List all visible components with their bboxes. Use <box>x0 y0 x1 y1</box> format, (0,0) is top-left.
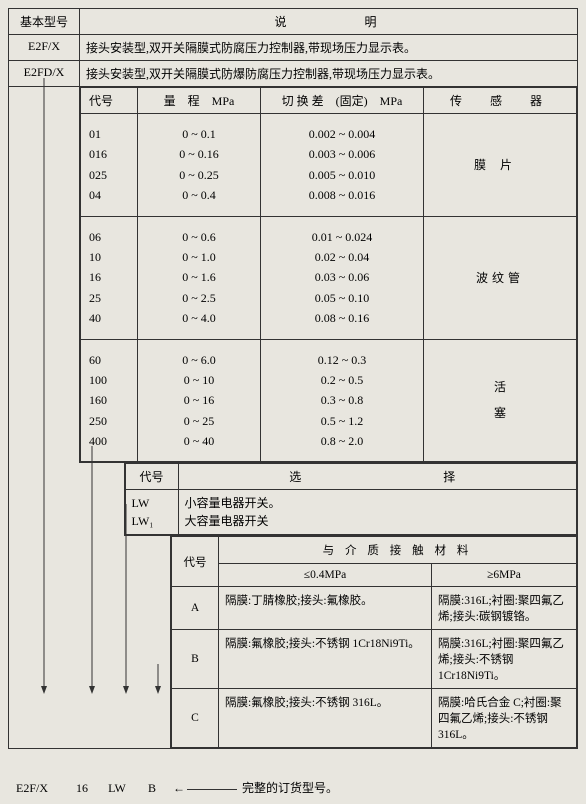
stub-left-2b <box>80 463 125 536</box>
g0-ranges: 0 ~ 0.1 0 ~ 0.16 0 ~ 0.25 0 ~ 0.4 <box>138 114 261 217</box>
model-code-0: E2F/X <box>9 35 80 61</box>
model-desc-0: 接头安装型,双开关隔膜式防腐压力控制器,带现场压力显示表。 <box>80 35 578 61</box>
model-code-1: E2FD/X <box>9 61 80 87</box>
mat-col-high: ≥6MPa <box>432 564 577 587</box>
g2-ranges: 0 ~ 6.0 0 ~ 10 0 ~ 16 0 ~ 25 0 ~ 40 <box>138 339 261 462</box>
mat-b-high: 隔膜:316L;衬圈:聚四氟乙烯;接头:不锈钢 1Cr18Ni9Ti。 <box>432 630 577 689</box>
mat-a-low: 隔膜:丁腈橡胶;接头:氟橡胶。 <box>219 587 432 630</box>
select-descs: 小容量电器开关。 大容量电器开关 <box>178 490 577 535</box>
mat-c-high: 隔膜:哈氏合金 C;衬圈:聚四氟乙烯;接头:不锈钢 316L。 <box>432 689 577 748</box>
stub-left-3 <box>9 536 80 749</box>
footer-note: 完整的订货型号。 <box>242 781 338 795</box>
spec-hdr-diff: 切 换 差 (固定) MPa <box>261 88 424 114</box>
stub-left-2 <box>9 463 80 536</box>
mat-b-low: 隔膜:氟橡胶;接头:不锈钢 1Cr18Ni9Ti。 <box>219 630 432 689</box>
g0-codes: 01 016 025 04 <box>81 114 138 217</box>
stub-left-3b <box>80 536 125 749</box>
select-codes: LW LW₁ <box>125 490 178 535</box>
material-table: 代号 与 介 质 接 触 材 料 ≤0.4MPa ≥6MPa A 隔膜:丁腈橡胶… <box>171 536 577 748</box>
select-table: 代号 选 择 LW LW₁ 小容量电器开关。 大容量电器开关 <box>125 463 578 535</box>
mat-hdr-label: 与 介 质 接 触 材 料 <box>219 537 577 564</box>
spec-hdr-code: 代号 <box>81 88 138 114</box>
main-table: 基本型号 说 明 E2F/X 接头安装型,双开关隔膜式防腐压力控制器,带现场压力… <box>8 8 578 749</box>
mat-b-code: B <box>172 630 219 689</box>
mat-c-low: 隔膜:氟橡胶;接头:不锈钢 316L。 <box>219 689 432 748</box>
mat-col-low: ≤0.4MPa <box>219 564 432 587</box>
spec-table: 代号 量 程 MPa 切 换 差 (固定) MPa 传 感 器 01 016 0… <box>80 87 577 462</box>
footer-arrow-icon: ← <box>170 781 188 796</box>
mat-a-high: 隔膜:316L;衬圈:聚四氟乙烯;接头:碳钢镀铬。 <box>432 587 577 630</box>
mat-a-code: A <box>172 587 219 630</box>
footer-part-1: 16 <box>67 781 97 796</box>
mat-c-code: C <box>172 689 219 748</box>
g1-ranges: 0 ~ 0.6 0 ~ 1.0 0 ~ 1.6 0 ~ 2.5 0 ~ 4.0 <box>138 216 261 339</box>
g2-diffs: 0.12 ~ 0.3 0.2 ~ 0.5 0.3 ~ 0.8 0.5 ~ 1.2… <box>261 339 424 462</box>
spec-hdr-sensor: 传 感 器 <box>424 88 577 114</box>
stub-left-3c <box>124 536 171 749</box>
g1-diffs: 0.01 ~ 0.024 0.02 ~ 0.04 0.03 ~ 0.06 0.0… <box>261 216 424 339</box>
footer-part-0: E2F/X <box>16 781 64 796</box>
stub-left-1 <box>9 87 80 463</box>
select-hdr-label: 选 择 <box>178 464 577 490</box>
g2-sensor: 活 塞 <box>424 339 577 462</box>
select-hdr-code: 代号 <box>125 464 178 490</box>
header-desc: 说 明 <box>80 9 578 35</box>
g0-sensor: 膜片 <box>424 114 577 217</box>
g2-codes: 60 100 160 250 400 <box>81 339 138 462</box>
spec-hdr-range: 量 程 MPa <box>138 88 261 114</box>
g1-sensor: 波纹管 <box>424 216 577 339</box>
footer-part-3: B <box>137 781 167 796</box>
footer-part-2: LW <box>100 781 134 796</box>
mat-hdr-code: 代号 <box>172 537 219 587</box>
header-model: 基本型号 <box>9 9 80 35</box>
g0-diffs: 0.002 ~ 0.004 0.003 ~ 0.006 0.005 ~ 0.01… <box>261 114 424 217</box>
page-container: 基本型号 说 明 E2F/X 接头安装型,双开关隔膜式防腐压力控制器,带现场压力… <box>8 8 578 796</box>
model-desc-1: 接头安装型,双开关隔膜式防爆防腐压力控制器,带现场压力显示表。 <box>80 61 578 87</box>
footer-row: E2F/X 16 LW B ← 完整的订货型号。 <box>8 749 578 796</box>
g1-codes: 06 10 16 25 40 <box>81 216 138 339</box>
